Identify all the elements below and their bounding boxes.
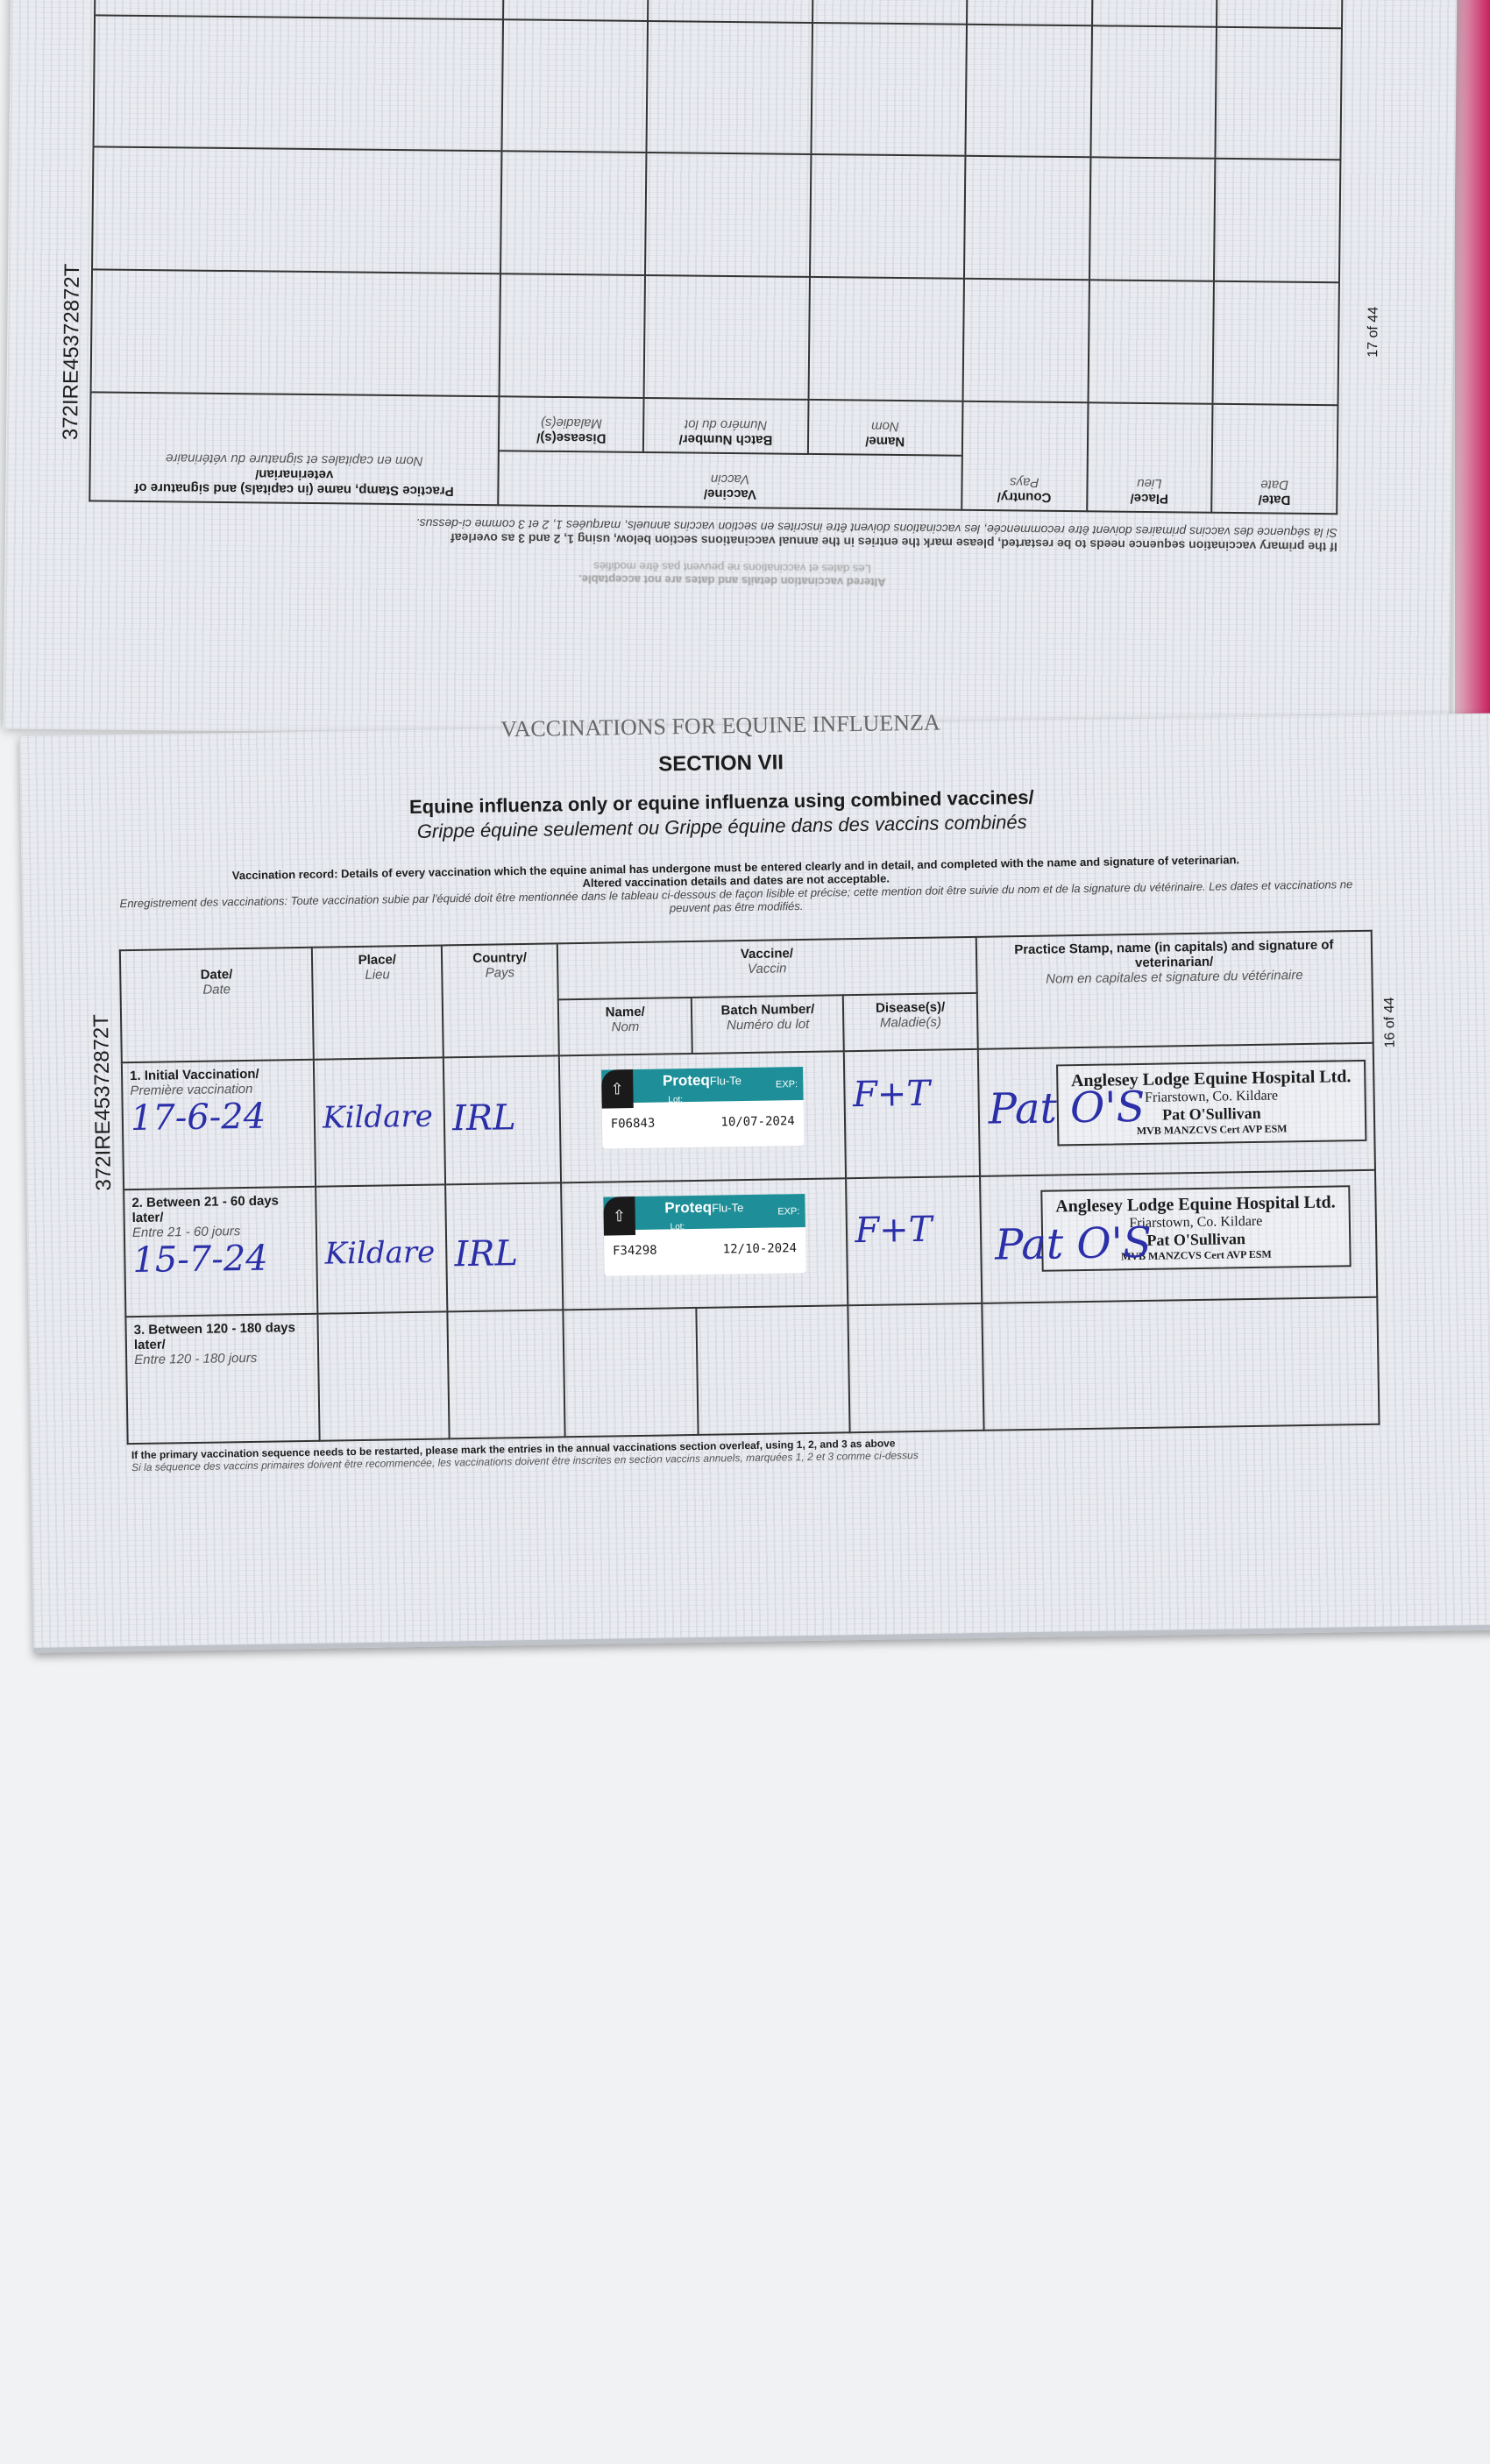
- restart-note: If the primary vaccination sequence need…: [110, 514, 1337, 554]
- vaccine-label-cell: ⇧ ProteqFlu-Te Lot: EXP: F34298 12/10-202…: [561, 1178, 848, 1310]
- place-value: Kildare: [322, 1098, 434, 1136]
- col-disease: Disease(s)/Maladie(s): [843, 992, 978, 1052]
- passport-id: 372IRE45372872T: [58, 263, 85, 441]
- page-number: 17 of 44: [1366, 306, 1381, 358]
- col-name: Name/Nom: [557, 997, 693, 1056]
- exp-label: EXP:: [775, 1079, 798, 1090]
- page-16-section-vii: VACCINATIONS FOR EQUINE INFLUENZA SECTIO…: [19, 709, 1490, 1653]
- col-disease: Disease(s)/Maladie(s): [499, 396, 644, 452]
- row-label-cell: 1. Initial Vaccination/Première vaccinat…: [121, 1059, 316, 1190]
- col-date: Date/Date: [119, 947, 315, 1063]
- lot-label: Lot:: [668, 1095, 684, 1105]
- table-row: [93, 15, 1342, 160]
- vaccination-table-top: Date/Date Place/Lieu Country/Pays Vaccin…: [89, 0, 1344, 515]
- faded-note: Altered vaccination details and dates ar…: [110, 555, 1354, 594]
- vaccine-brand: Proteq: [662, 1071, 710, 1090]
- disease-value: F+T: [852, 1073, 931, 1116]
- vet-signature: Pat O'S: [988, 1082, 1146, 1134]
- place-cell: Kildare: [316, 1184, 448, 1314]
- vaccine-product: Flu-Te: [709, 1074, 742, 1088]
- arrow-icon: ⇧: [603, 1196, 635, 1236]
- row-label-cell: 3. Between 120 - 180 days later/Entre 12…: [125, 1313, 321, 1445]
- date-value: 15-7-24: [132, 1238, 269, 1282]
- exp-label: EXP:: [777, 1206, 800, 1218]
- vaccine-sticker: ⇧ ProteqFlu-Te Lot: EXP: F34298 12/10-202…: [603, 1193, 806, 1276]
- table-row: [92, 146, 1341, 283]
- expiry-date: 10/07-2024: [720, 1114, 795, 1130]
- col-batch: Batch Number/Numéro du lot: [692, 995, 845, 1054]
- disease-cell: F+T: [846, 1175, 983, 1306]
- col-date: Date/Date: [1211, 403, 1338, 515]
- batch-number: F34298: [612, 1243, 657, 1259]
- col-batch: Batch Number/Numéro du lot: [643, 397, 809, 454]
- stamp-cell: Anglesey Lodge Equine Hospital Ltd. Friar…: [977, 1042, 1375, 1176]
- col-stamp: Practice Stamp, name (in capitals) and s…: [976, 930, 1373, 1049]
- vaccine-label-cell: ⇧ ProteqFlu-Te Lot: EXP: F06843 10/07-202…: [558, 1051, 847, 1183]
- country-value: IRL: [451, 1097, 516, 1140]
- stamp-cell: Anglesey Lodge Equine Hospital Ltd. Friar…: [979, 1169, 1378, 1303]
- date-value: 17-6-24: [130, 1096, 266, 1140]
- country-value: IRL: [454, 1233, 519, 1275]
- col-country: Country/Pays: [442, 943, 559, 1058]
- section-title: SECTION VII: [658, 750, 784, 777]
- table-row: [90, 269, 1339, 406]
- place-value: Kildare: [324, 1234, 436, 1272]
- expiry-date: 12/10-2024: [722, 1241, 798, 1257]
- page-number: 16 of 44: [1381, 997, 1398, 1048]
- table-row: 1. Initial Vaccination/Première vaccinat…: [121, 1042, 1375, 1190]
- country-cell: IRL: [445, 1182, 564, 1312]
- row-label-cell: 2. Between 21 - 60 days later/Entre 21 -…: [124, 1186, 318, 1317]
- country-cell: IRL: [443, 1055, 562, 1185]
- vet-signature: Pat O'S: [994, 1218, 1153, 1270]
- lot-label: Lot:: [670, 1222, 685, 1232]
- col-country: Country/Pays: [961, 401, 1089, 512]
- col-stamp: Practice Stamp, name (in capitals) and s…: [89, 392, 500, 506]
- col-name: Name/Nom: [807, 399, 963, 456]
- disease-cell: F+T: [844, 1048, 980, 1179]
- page-17-upside-down: Altered vaccination details and dates ar…: [3, 0, 1458, 744]
- col-place: Place/Lieu: [312, 945, 444, 1060]
- col-vaccine: Vaccine/Vaccin: [557, 936, 977, 1000]
- place-cell: Kildare: [314, 1057, 446, 1187]
- arrow-icon: ⇧: [600, 1069, 634, 1109]
- batch-number: F06843: [610, 1116, 656, 1132]
- col-place: Place/Lieu: [1086, 402, 1213, 513]
- passport-id: 372IRE45372872T: [89, 1013, 117, 1191]
- vaccine-sticker: ⇧ ProteqFlu-Te Lot: EXP: F06843 10/07-202…: [600, 1067, 805, 1149]
- vaccination-table: Date/Date Place/Lieu Country/Pays Vaccin…: [119, 930, 1380, 1445]
- vaccine-brand: Proteq: [664, 1198, 713, 1217]
- col-vaccine: Vaccine/Vaccin: [498, 451, 962, 510]
- table-row: 3. Between 120 - 180 days later/Entre 12…: [125, 1296, 1380, 1445]
- record-note: Vaccination record: Details of every vac…: [109, 851, 1363, 923]
- table-row: 2. Between 21 - 60 days later/Entre 21 -…: [124, 1169, 1378, 1317]
- disease-value: F+T: [855, 1209, 933, 1252]
- vaccine-product: Flu-Te: [712, 1201, 744, 1215]
